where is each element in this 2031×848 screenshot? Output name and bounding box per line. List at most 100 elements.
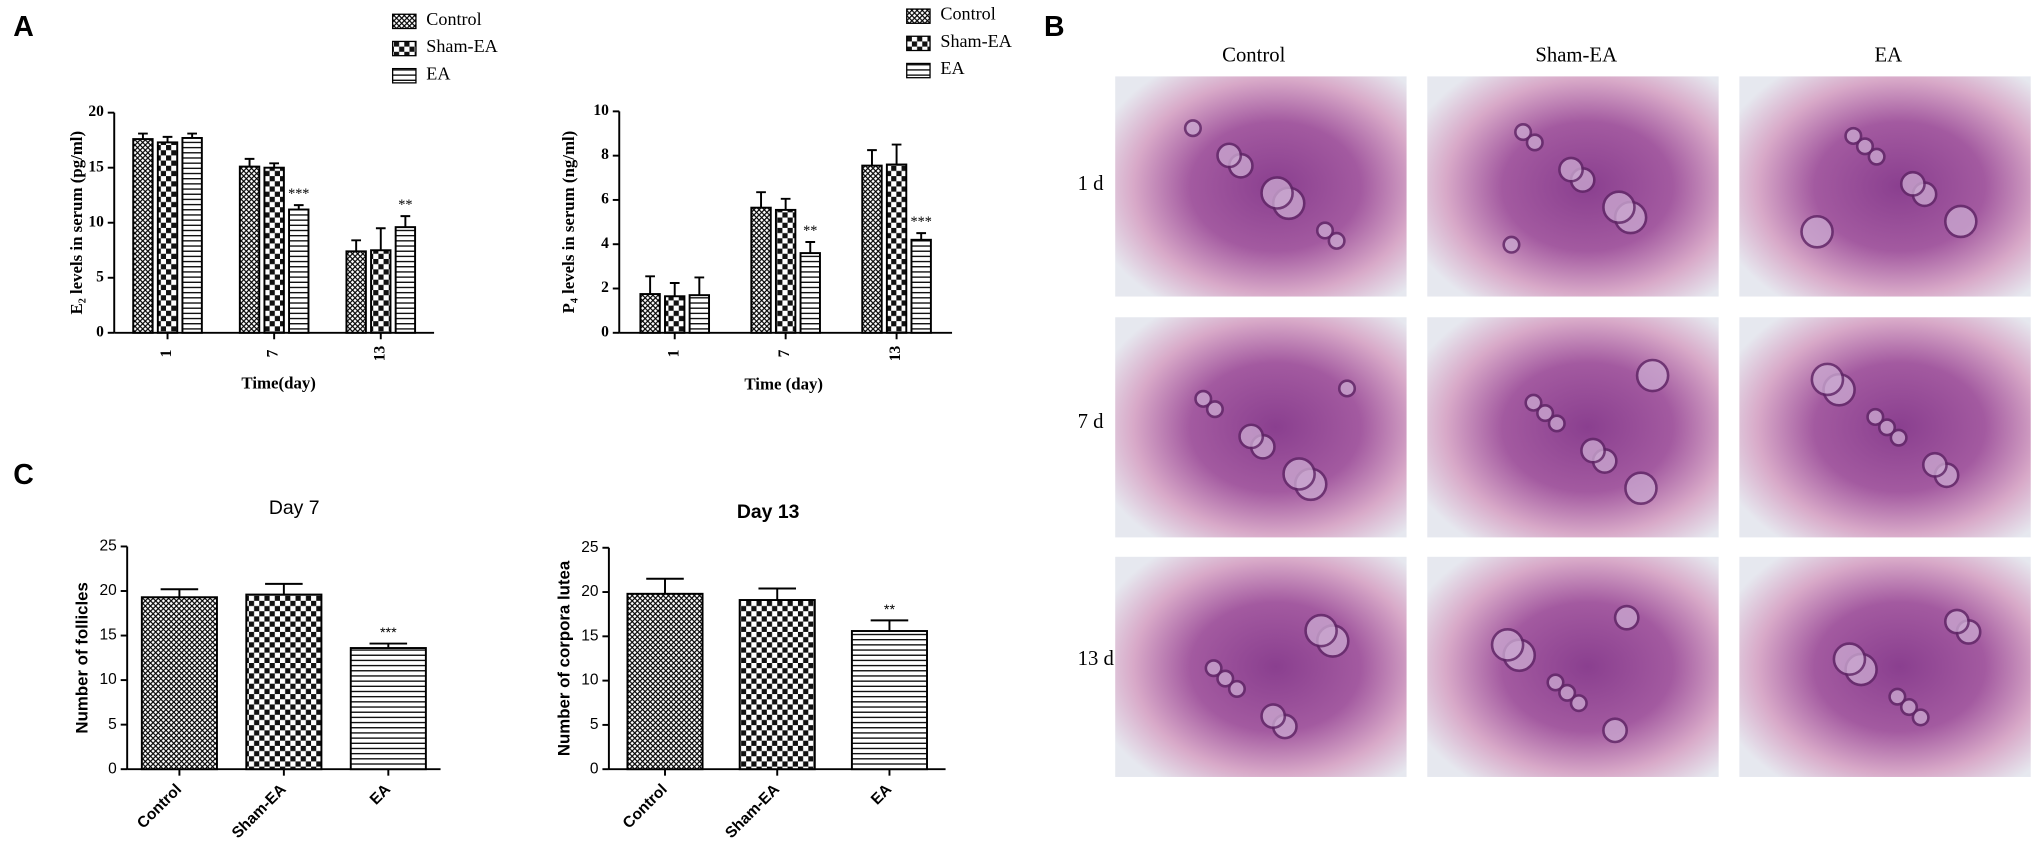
error-bar: [369, 642, 408, 649]
follicle: [1315, 221, 1335, 240]
follicle: [1877, 418, 1897, 437]
follicle: [1514, 123, 1533, 142]
y-tick-label: 5: [590, 716, 599, 733]
error-bar: [646, 577, 684, 594]
histology-image: [1739, 556, 2031, 777]
panel-label: B: [1044, 11, 1065, 43]
row-label: 7 d: [1078, 411, 1105, 433]
column-label: Control: [1222, 45, 1286, 67]
error-bar: [293, 204, 304, 210]
follicle: [1580, 437, 1606, 464]
follicle: [1525, 133, 1544, 152]
bar: [245, 593, 323, 771]
follicle: [1943, 608, 1970, 635]
y-tick-label: 2: [601, 279, 609, 296]
follicle: [1216, 142, 1243, 169]
y-tick-label: 0: [590, 760, 599, 777]
y-tick-label: 6: [601, 190, 609, 207]
bar: [664, 295, 686, 334]
error-bar: [780, 197, 791, 210]
error-bar: [400, 215, 411, 228]
y-tick-label: 5: [108, 716, 117, 733]
y-tick-label: 10: [593, 102, 609, 119]
follicle: [1911, 708, 1930, 727]
y-axis-label: P₄ levels in serum (ng/ml): [559, 131, 578, 314]
y-tick-label: 15: [581, 627, 598, 644]
x-tick-label: 13: [887, 346, 904, 362]
x-tick-label: 13: [371, 346, 388, 362]
x-tick-label: 1: [158, 350, 175, 358]
follicle: [1889, 428, 1908, 447]
y-tick-label: 0: [601, 323, 609, 340]
significance-label: ***: [380, 625, 397, 641]
follicle: [1921, 451, 1948, 478]
y-tick-label: 15: [100, 627, 117, 644]
bar: [263, 166, 285, 334]
x-tick-label: EA: [868, 781, 895, 808]
error-bar: [187, 132, 197, 138]
follicle: [1327, 231, 1346, 250]
follicle: [1602, 190, 1636, 225]
follicle: [1899, 170, 1926, 197]
follicle: [1855, 137, 1875, 156]
error-bar: [645, 275, 655, 295]
follicle: [1260, 703, 1287, 730]
follicle: [1524, 393, 1543, 412]
legend-swatch: [906, 8, 931, 24]
error-bar: [756, 191, 766, 208]
follicle: [1558, 683, 1577, 702]
y-tick-label: 10: [100, 671, 118, 688]
error-bar: [805, 241, 816, 254]
y-tick-label: 20: [88, 103, 104, 120]
bar: [349, 647, 427, 771]
y-axis-label: Number of follicles: [73, 582, 92, 733]
legend-label: Sham-EA: [426, 36, 497, 56]
bar: [774, 208, 797, 334]
follicle: [1899, 697, 1919, 717]
y-tick-label: 4: [601, 235, 609, 252]
error-bar: [870, 619, 909, 632]
legend-label: Control: [940, 4, 995, 24]
follicle: [1867, 147, 1886, 166]
significance-label: **: [398, 197, 412, 213]
bar: [626, 592, 704, 771]
legend-label: EA: [940, 58, 964, 78]
bar: [132, 138, 154, 334]
y-tick-label: 20: [581, 583, 599, 600]
bar: [688, 294, 711, 334]
legend-swatch: [906, 35, 931, 52]
follicle: [1260, 176, 1294, 210]
legend-swatch: [906, 62, 931, 79]
y-tick-label: 20: [100, 582, 118, 599]
follicle: [1205, 400, 1224, 419]
panel-label: A: [13, 11, 34, 43]
significance-label: ***: [288, 186, 309, 202]
x-tick-label: Sham-EA: [722, 781, 783, 842]
y-axis-label: Number of corpora lutea: [554, 560, 573, 756]
y-tick-label: 0: [96, 323, 104, 340]
follicle: [1800, 214, 1834, 249]
error-bar: [269, 162, 280, 168]
histology-image: [1739, 76, 2031, 297]
follicle: [1216, 669, 1235, 688]
error-bar: [351, 239, 362, 252]
error-bar: [891, 143, 902, 165]
follicle: [1866, 407, 1885, 427]
x-tick-label: 7: [265, 349, 282, 357]
y-tick-label: 0: [108, 760, 117, 777]
follicle: [1238, 423, 1265, 450]
significance-label: **: [884, 602, 896, 618]
histology-image: [1427, 556, 1719, 777]
y-tick-label: 10: [88, 213, 104, 230]
error-bar: [138, 132, 148, 140]
bar: [799, 252, 821, 334]
follicle: [1613, 604, 1640, 631]
bar: [850, 630, 928, 771]
follicle: [1635, 358, 1670, 393]
bar: [910, 238, 932, 334]
error-bar: [244, 157, 255, 167]
legend-label: EA: [426, 63, 450, 83]
follicle: [1547, 414, 1566, 433]
bar: [140, 596, 218, 771]
